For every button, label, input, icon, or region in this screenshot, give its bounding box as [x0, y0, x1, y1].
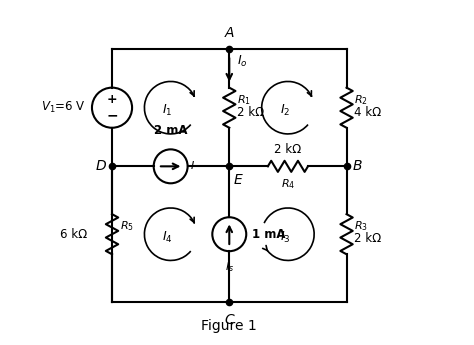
Text: $R_2$: $R_2$: [354, 93, 368, 107]
Text: +: +: [107, 93, 118, 106]
Text: 4 kΩ: 4 kΩ: [354, 106, 382, 119]
Text: 6 kΩ: 6 kΩ: [60, 228, 87, 241]
Text: $I_1$: $I_1$: [163, 103, 173, 118]
Text: $I_3$: $I_3$: [280, 230, 290, 245]
Text: 1 mA: 1 mA: [253, 228, 286, 241]
Text: Figure 1: Figure 1: [201, 319, 257, 333]
Text: $I_s$: $I_s$: [225, 260, 234, 274]
Text: 2 kΩ: 2 kΩ: [237, 106, 264, 119]
Text: −: −: [106, 109, 118, 123]
Text: $R_4$: $R_4$: [281, 177, 295, 191]
Text: $R_1$: $R_1$: [237, 93, 251, 107]
Text: 2 mA: 2 mA: [154, 124, 187, 137]
Text: $I_4$: $I_4$: [162, 230, 173, 245]
Text: $R_5$: $R_5$: [120, 220, 134, 234]
Text: D: D: [95, 159, 106, 173]
Text: A: A: [225, 26, 234, 40]
Text: E: E: [234, 172, 243, 187]
Text: I: I: [191, 161, 194, 171]
Text: B: B: [353, 159, 362, 173]
Text: $R_3$: $R_3$: [354, 220, 368, 234]
Text: 2 kΩ: 2 kΩ: [274, 142, 301, 156]
Text: C: C: [224, 313, 234, 327]
Text: $V_1$=6 V: $V_1$=6 V: [41, 100, 86, 115]
Text: 2 kΩ: 2 kΩ: [354, 232, 382, 245]
Text: $I_2$: $I_2$: [280, 103, 290, 118]
Text: $I_o$: $I_o$: [237, 54, 247, 69]
